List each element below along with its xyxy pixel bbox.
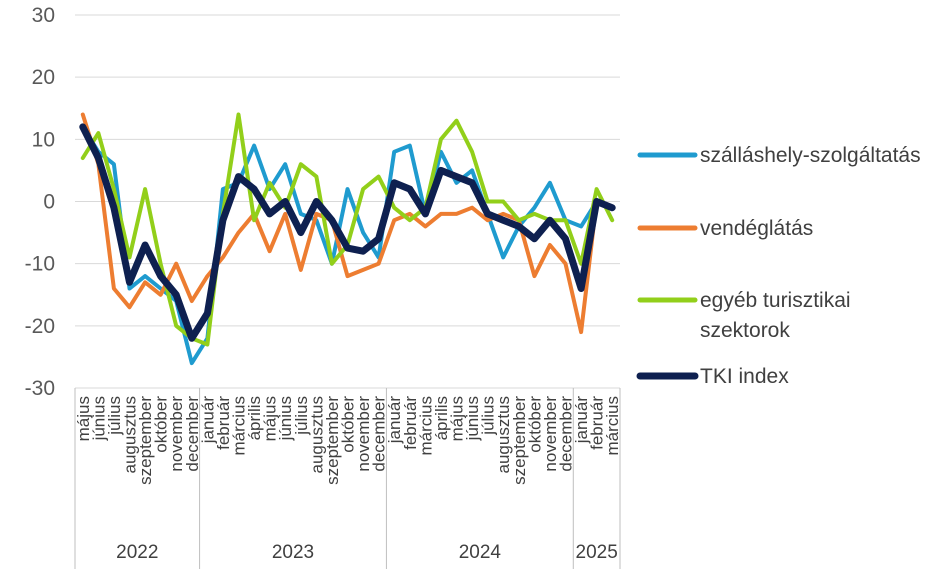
x-tick-label: július bbox=[292, 396, 311, 436]
x-tick-label: szeptember bbox=[323, 396, 342, 485]
x-tick-label: október bbox=[525, 396, 544, 453]
x-tick-label: január bbox=[572, 396, 591, 445]
x-tick-label: december bbox=[183, 396, 202, 472]
y-axis: 30 20 10 0 -10 -20 -30 bbox=[25, 4, 55, 400]
year-label: 2024 bbox=[459, 542, 502, 563]
year-label: 2025 bbox=[576, 542, 618, 563]
x-tick-label: augusztus bbox=[121, 396, 140, 474]
x-tick-label: március bbox=[230, 396, 249, 456]
x-tick-label: december bbox=[557, 396, 576, 472]
legend-item: szálláshely-szolgáltatás bbox=[637, 144, 921, 167]
x-tick-label: február bbox=[588, 396, 607, 450]
y-tick-label: -20 bbox=[25, 315, 55, 338]
legend-label-line: egyéb turisztikai bbox=[700, 289, 851, 312]
x-tick-label: december bbox=[370, 396, 389, 472]
x-tick-label: augusztus bbox=[494, 396, 513, 474]
x-tick-label: október bbox=[152, 396, 171, 453]
legend-item: vendéglátás bbox=[637, 217, 813, 240]
legend-item: TKI index bbox=[636, 365, 789, 388]
legend-item: egyéb turisztikai szektorok bbox=[637, 289, 851, 342]
x-tick-label: április bbox=[432, 396, 451, 440]
year-label: 2023 bbox=[272, 542, 314, 563]
legend: szálláshely-szolgáltatás vendéglátás egyéb… bbox=[636, 144, 921, 388]
series-line bbox=[79, 123, 616, 342]
year-label: 2022 bbox=[116, 542, 158, 563]
x-tick-label: november bbox=[354, 396, 373, 472]
x-tick-label: június bbox=[276, 396, 295, 441]
legend-label: vendéglátás bbox=[700, 217, 813, 240]
x-tick-label: szeptember bbox=[510, 396, 529, 485]
x-tick-label: szeptember bbox=[136, 396, 155, 485]
gridlines bbox=[75, 14, 620, 389]
legend-label: TKI index bbox=[700, 365, 789, 388]
x-axis: májusjúniusjúliusaugusztusszeptemberoktó… bbox=[74, 388, 622, 569]
plot-area bbox=[79, 112, 616, 366]
x-tick-label: május bbox=[448, 396, 467, 441]
x-tick-label: július bbox=[479, 396, 498, 436]
y-tick-label: 0 bbox=[43, 191, 55, 214]
x-tick-label: január bbox=[198, 396, 217, 445]
x-tick-label: május bbox=[74, 396, 93, 441]
legend-label-line: szektorok bbox=[700, 319, 790, 342]
x-tick-label: március bbox=[416, 396, 435, 456]
series-line bbox=[80, 112, 615, 347]
x-tick-label: február bbox=[214, 396, 233, 450]
x-tick-label: február bbox=[401, 396, 420, 450]
x-tick-label: június bbox=[89, 396, 108, 441]
x-tick-label: január bbox=[385, 396, 404, 445]
legend-label: egyéb turisztikai szektorok bbox=[700, 289, 851, 342]
y-tick-label: 10 bbox=[32, 128, 55, 151]
series-line bbox=[80, 112, 615, 335]
y-tick-label: -10 bbox=[25, 253, 55, 276]
x-tick-label: május bbox=[261, 396, 280, 441]
x-tick-label: november bbox=[167, 396, 186, 472]
x-tick-label: március bbox=[603, 396, 622, 456]
y-tick-label: 30 bbox=[32, 4, 55, 27]
x-tick-label: november bbox=[541, 396, 560, 472]
y-tick-label: -30 bbox=[25, 377, 55, 400]
x-tick-label: augusztus bbox=[307, 396, 326, 474]
x-tick-label: április bbox=[245, 396, 264, 440]
x-tick-label: július bbox=[105, 396, 124, 436]
x-tick-label: október bbox=[339, 396, 358, 453]
legend-label: szálláshely-szolgáltatás bbox=[700, 144, 921, 167]
x-tick-label: június bbox=[463, 396, 482, 441]
y-tick-label: 20 bbox=[32, 66, 55, 89]
